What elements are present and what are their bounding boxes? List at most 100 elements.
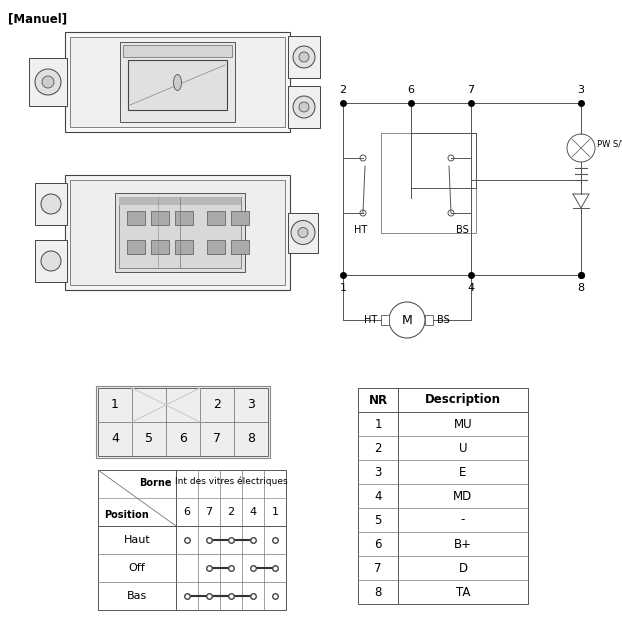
Bar: [175, 240, 193, 254]
Bar: [120, 42, 235, 122]
Circle shape: [299, 102, 309, 112]
Text: 3: 3: [374, 466, 382, 478]
Text: TA: TA: [456, 586, 470, 598]
Bar: [151, 240, 169, 254]
Text: 4: 4: [468, 283, 475, 293]
Text: 1: 1: [340, 283, 346, 293]
Text: 6: 6: [183, 507, 190, 517]
Text: U: U: [459, 441, 467, 455]
Bar: [127, 211, 145, 225]
Bar: [35, 183, 67, 225]
Text: HT: HT: [364, 315, 377, 325]
Circle shape: [448, 155, 454, 161]
Bar: [98, 470, 286, 610]
Bar: [115, 193, 245, 272]
Text: D: D: [458, 562, 468, 574]
Ellipse shape: [174, 74, 182, 90]
Circle shape: [360, 210, 366, 216]
Bar: [381, 133, 476, 233]
Text: M: M: [402, 314, 412, 326]
Text: 7: 7: [205, 507, 213, 517]
Circle shape: [298, 228, 308, 237]
Bar: [207, 240, 225, 254]
Bar: [29, 58, 67, 106]
Circle shape: [299, 52, 309, 62]
Text: 3: 3: [247, 399, 255, 411]
Bar: [358, 388, 528, 604]
Text: BS: BS: [456, 225, 469, 235]
Bar: [288, 36, 320, 78]
Text: B+: B+: [454, 537, 472, 551]
Text: Borne: Borne: [139, 478, 172, 488]
Text: 3: 3: [577, 85, 585, 95]
Text: 6: 6: [407, 85, 414, 95]
Bar: [123, 45, 232, 57]
Bar: [175, 211, 193, 225]
Text: 7: 7: [213, 432, 221, 445]
Text: 8: 8: [577, 283, 585, 293]
Text: 8: 8: [374, 586, 382, 598]
Text: Int des vitres électriques: Int des vitres électriques: [175, 476, 287, 486]
Text: HT: HT: [355, 225, 368, 235]
Circle shape: [42, 76, 54, 88]
Circle shape: [291, 221, 315, 244]
Text: Position: Position: [104, 510, 149, 520]
Bar: [119, 197, 241, 268]
Bar: [381, 315, 389, 325]
Text: MU: MU: [453, 417, 472, 431]
Bar: [231, 211, 249, 225]
Bar: [98, 388, 268, 456]
Text: Bas: Bas: [127, 591, 147, 601]
Bar: [288, 212, 318, 252]
Text: 5: 5: [145, 432, 153, 445]
Text: E: E: [459, 466, 466, 478]
Text: 6: 6: [179, 432, 187, 445]
Bar: [231, 240, 249, 254]
Circle shape: [41, 251, 61, 271]
Text: 2: 2: [213, 399, 221, 411]
Text: [Manuel]: [Manuel]: [8, 12, 67, 25]
Text: 4: 4: [249, 507, 256, 517]
Circle shape: [448, 210, 454, 216]
Circle shape: [389, 302, 425, 338]
Bar: [35, 240, 67, 282]
Bar: [119, 197, 241, 205]
Text: 2: 2: [374, 441, 382, 455]
Bar: [70, 180, 285, 285]
Text: 4: 4: [111, 432, 119, 445]
Bar: [425, 315, 433, 325]
Text: NR: NR: [368, 394, 388, 406]
Text: 1: 1: [374, 417, 382, 431]
Text: 1: 1: [271, 507, 279, 517]
Text: 5: 5: [374, 513, 382, 527]
Bar: [96, 386, 270, 458]
Bar: [65, 175, 290, 290]
Text: 6: 6: [374, 537, 382, 551]
Text: BS: BS: [437, 315, 450, 325]
Circle shape: [35, 69, 61, 95]
Bar: [288, 86, 320, 128]
Polygon shape: [573, 194, 589, 208]
Bar: [65, 32, 290, 132]
Bar: [151, 211, 169, 225]
Circle shape: [41, 194, 61, 214]
Text: MD: MD: [453, 490, 473, 502]
Text: 7: 7: [468, 85, 475, 95]
Text: Off: Off: [129, 563, 146, 573]
Circle shape: [360, 155, 366, 161]
Text: 8: 8: [247, 432, 255, 445]
Circle shape: [293, 46, 315, 68]
Circle shape: [293, 96, 315, 118]
Bar: [70, 37, 285, 127]
Bar: [127, 240, 145, 254]
Text: 2: 2: [340, 85, 346, 95]
Text: -: -: [461, 513, 465, 527]
Text: 7: 7: [374, 562, 382, 574]
Bar: [343, 103, 581, 275]
Text: Haut: Haut: [124, 535, 151, 545]
Text: 4: 4: [374, 490, 382, 502]
Text: 1: 1: [111, 399, 119, 411]
Bar: [207, 211, 225, 225]
Circle shape: [567, 134, 595, 162]
Text: 2: 2: [228, 507, 234, 517]
